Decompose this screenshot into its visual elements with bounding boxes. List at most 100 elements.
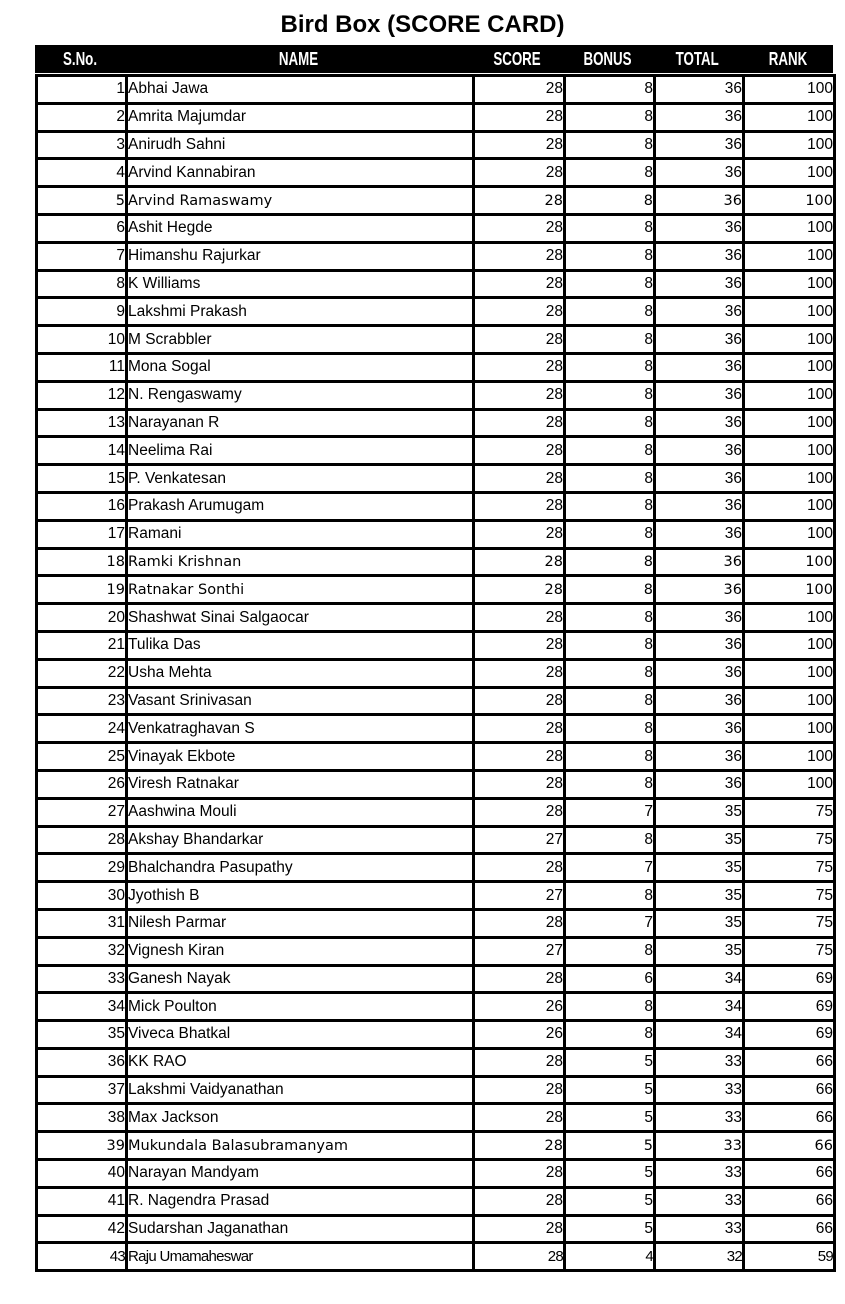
cell-bonus: 8: [563, 157, 656, 189]
cell-score: 28: [472, 1074, 566, 1106]
cell-name: Narayan Mandyam: [125, 1158, 475, 1189]
cell-rank: 66: [742, 1074, 836, 1106]
cell-rank: 75: [742, 824, 836, 856]
cell-score: 28: [472, 74, 566, 105]
cell-sno: 21: [35, 629, 128, 661]
cell-total: 36: [653, 268, 745, 300]
cell-name: Mukundala Balasubramanyam: [125, 1130, 475, 1162]
cell-name: Himanshu Rajurkar: [125, 240, 475, 272]
table-row: 3 Anirudh Sahni 28 8 36 100: [35, 129, 836, 161]
cell-sno: 27: [35, 796, 128, 828]
cell-total: 36: [653, 518, 745, 550]
table-row: 2 Amrita Majumdar 28 8 36 100: [35, 101, 836, 133]
table-row: 15 P. Venkatesan 28 8 36 100: [35, 463, 836, 494]
cell-bonus: 8: [563, 463, 656, 494]
cell-bonus: 8: [563, 185, 656, 216]
cell-bonus: 8: [563, 268, 656, 300]
table-row: 17 Ramani 28 8 36 100: [35, 518, 836, 550]
cell-rank: 75: [742, 907, 836, 939]
table-row: 40 Narayan Mandyam 28 5 33 66: [35, 1158, 836, 1189]
cell-sno: 36: [35, 1046, 128, 1078]
cell-score: 28: [472, 185, 566, 216]
table-row: 36 KK RAO 28 5 33 66: [35, 1046, 836, 1078]
cell-name: KK RAO: [125, 1046, 475, 1078]
cell-total: 36: [653, 602, 745, 633]
cell-total: 36: [653, 490, 745, 522]
cell-sno: 29: [35, 852, 128, 884]
cell-total: 36: [653, 657, 745, 689]
cell-bonus: 8: [563, 685, 656, 717]
cell-score: 28: [472, 657, 566, 689]
cell-bonus: 5: [563, 1213, 656, 1245]
cell-bonus: 8: [563, 296, 656, 328]
table-row: 29 Bhalchandra Pasupathy 28 7 35 75: [35, 852, 836, 884]
cell-sno: 20: [35, 602, 128, 633]
cell-score: 28: [472, 1158, 566, 1189]
column-header-total-label: TOTAL: [675, 48, 720, 69]
cell-score: 28: [472, 351, 566, 383]
cell-score: 28: [472, 435, 566, 467]
cell-bonus: 5: [563, 1130, 656, 1162]
cell-name: Usha Mehta: [125, 657, 475, 689]
cell-name: Vignesh Kiran: [125, 935, 475, 967]
cell-bonus: 8: [563, 713, 656, 745]
cell-sno: 5: [35, 185, 128, 216]
cell-total: 36: [653, 435, 745, 467]
cell-name: K Williams: [125, 268, 475, 300]
cell-rank: 100: [742, 546, 836, 578]
cell-total: 36: [653, 296, 745, 328]
cell-rank: 100: [742, 324, 836, 355]
cell-score: 28: [472, 796, 566, 828]
cell-name: Shashwat Sinai Salgaocar: [125, 602, 475, 633]
cell-sno: 1: [35, 74, 128, 105]
table-row: 4 Arvind Kannabiran 28 8 36 100: [35, 157, 836, 189]
table-row: 27 Aashwina Mouli 28 7 35 75: [35, 796, 836, 828]
cell-rank: 100: [742, 268, 836, 300]
cell-bonus: 5: [563, 1102, 656, 1134]
cell-rank: 69: [742, 963, 836, 995]
cell-bonus: 8: [563, 518, 656, 550]
cell-total: 35: [653, 824, 745, 856]
cell-bonus: 8: [563, 657, 656, 689]
cell-bonus: 8: [563, 74, 656, 105]
cell-name: Ramani: [125, 518, 475, 550]
cell-bonus: 8: [563, 574, 656, 606]
cell-total: 36: [653, 685, 745, 717]
cell-rank: 100: [742, 463, 836, 494]
cell-rank: 100: [742, 185, 836, 216]
cell-sno: 33: [35, 963, 128, 995]
cell-rank: 100: [742, 768, 836, 800]
cell-total: 36: [653, 157, 745, 189]
cell-rank: 100: [742, 518, 836, 550]
cell-name: Arvind Kannabiran: [125, 157, 475, 189]
cell-bonus: 7: [563, 796, 656, 828]
cell-total: 36: [653, 351, 745, 383]
cell-rank: 66: [742, 1102, 836, 1134]
cell-sno: 12: [35, 379, 128, 411]
cell-sno: 41: [35, 1185, 128, 1217]
cell-name: Amrita Majumdar: [125, 101, 475, 133]
column-header-rank-label: RANK: [768, 48, 807, 69]
table-row: 24 Venkatraghavan S 28 8 36 100: [35, 713, 836, 745]
table-row: 10 M Scrabbler 28 8 36 100: [35, 324, 836, 355]
cell-sno: 38: [35, 1102, 128, 1134]
cell-name: Ratnakar Sonthi: [125, 574, 475, 606]
column-header-name: NAME: [125, 45, 472, 73]
cell-score: 28: [472, 296, 566, 328]
cell-score: 28: [472, 1185, 566, 1217]
cell-score: 27: [472, 935, 566, 967]
column-header-bonus-label: BONUS: [583, 48, 633, 69]
cell-sno: 6: [35, 212, 128, 244]
cell-bonus: 8: [563, 129, 656, 161]
cell-name: Mick Poulton: [125, 991, 475, 1023]
cell-sno: 7: [35, 240, 128, 272]
cell-bonus: 8: [563, 101, 656, 133]
scorecard-table: S.No. NAME SCORE BONUS TOTAL RANK 1 Abhai…: [35, 45, 836, 1273]
cell-score: 28: [472, 546, 566, 578]
cell-sno: 15: [35, 463, 128, 494]
cell-total: 36: [653, 379, 745, 411]
cell-total: 36: [653, 240, 745, 272]
cell-rank: 75: [742, 880, 836, 911]
cell-total: 33: [653, 1213, 745, 1245]
cell-score: 28: [472, 518, 566, 550]
